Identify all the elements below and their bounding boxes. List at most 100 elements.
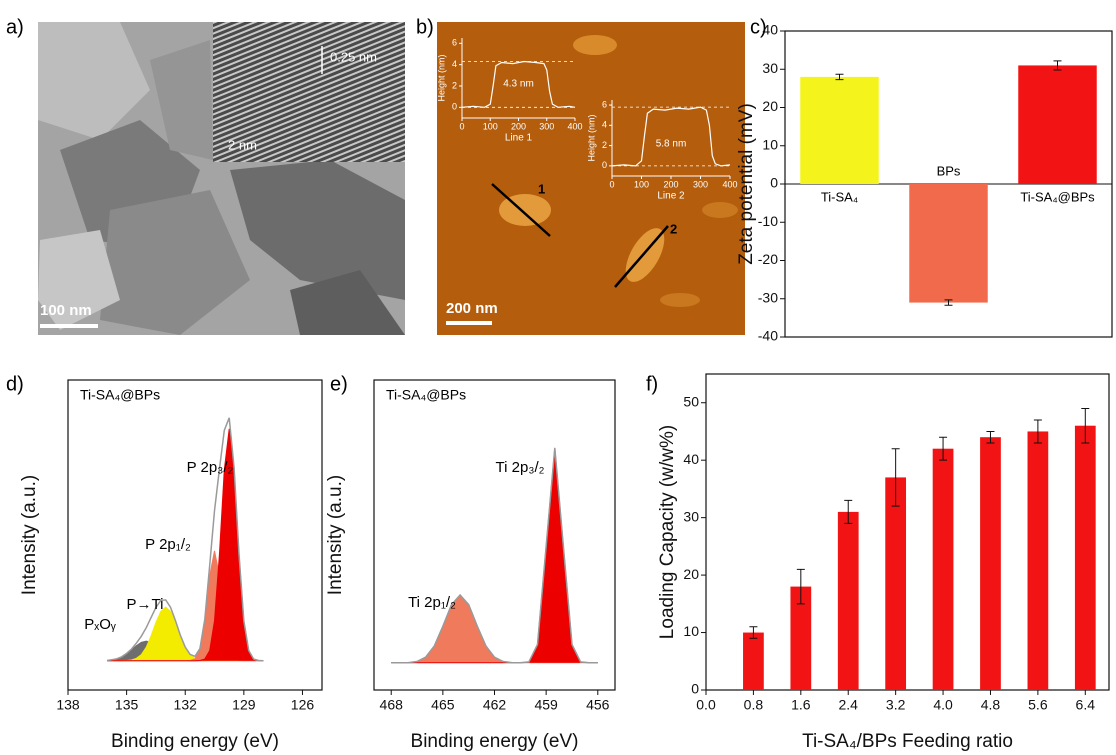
panel-label: c) — [750, 16, 767, 38]
bar — [885, 477, 907, 690]
bar — [790, 586, 812, 690]
x-tick-label: 200 — [663, 179, 678, 189]
height-profile — [611, 106, 731, 167]
x-tick-label: 135 — [115, 697, 139, 713]
x-tick-label: 456 — [586, 697, 610, 713]
line-label: 2 — [670, 221, 677, 236]
y-tick-label: -30 — [758, 289, 778, 305]
bar — [837, 511, 859, 690]
y-tick-label: 40 — [683, 451, 699, 467]
y-tick-label: 10 — [683, 623, 699, 639]
y-axis-label: Intensity (a.u.) — [19, 475, 40, 595]
height-profile — [461, 60, 576, 108]
y-axis-label: Height (nm) — [436, 54, 446, 101]
x-tick-label: 3.2 — [886, 697, 906, 713]
error-bar — [891, 448, 900, 507]
y-tick-label: 10 — [762, 136, 778, 152]
x-tick-label: 0.8 — [744, 697, 764, 713]
x-axis-label: Line 2 — [657, 191, 685, 202]
peak-label: PₓOᵧ — [84, 616, 116, 633]
x-tick-label: 1.6 — [791, 697, 811, 713]
y-tick-label: 0 — [770, 175, 778, 191]
panel-label: d) — [6, 373, 24, 395]
envelope-line — [106, 417, 264, 662]
inset-scale: 2 nm — [228, 137, 257, 152]
y-axis-label: Zeta potential (mV) — [736, 103, 757, 265]
error-bar — [1053, 60, 1062, 71]
error-bar — [835, 73, 844, 81]
x-axis-label: Binding energy (eV) — [111, 731, 279, 752]
lattice-spacing: 0.25 nm — [330, 49, 377, 64]
panel-label: a) — [6, 16, 24, 38]
y-tick-label: 2 — [602, 140, 607, 150]
y-axis-label: Intensity (a.u.) — [325, 475, 346, 595]
y-tick-label: 4 — [602, 120, 607, 130]
error-bar — [939, 436, 948, 461]
peak-label: Ti 2p₃/₂ — [496, 459, 545, 476]
x-tick-label: 129 — [232, 697, 256, 713]
bar — [1074, 425, 1096, 690]
x-tick-label: 300 — [693, 179, 708, 189]
profile-annotation: 5.8 nm — [656, 139, 687, 150]
peak-label: P→Ti — [127, 596, 164, 613]
x-tick-label: 465 — [431, 697, 455, 713]
chart-title: Ti-SA₄@BPs — [386, 387, 466, 403]
scale-bar-label: 200 nm — [446, 300, 498, 317]
x-tick-label: 100 — [483, 121, 498, 131]
x-tick-label: 0 — [459, 121, 464, 131]
peak-label: P 2p₁/₂ — [145, 536, 191, 553]
y-tick-label: -40 — [758, 328, 778, 344]
y-tick-label: -20 — [758, 251, 778, 267]
x-tick-label: 5.6 — [1028, 697, 1048, 713]
y-tick-label: 0 — [452, 102, 457, 112]
envelope-line — [391, 447, 598, 664]
line-label: 1 — [538, 181, 545, 196]
bar — [1018, 65, 1097, 184]
peak-area — [391, 447, 598, 664]
profile-annotation: 4.3 nm — [503, 79, 534, 90]
y-tick-label: 20 — [683, 566, 699, 582]
x-tick-label: 138 — [56, 697, 80, 713]
y-tick-label: 20 — [762, 98, 778, 114]
error-bar — [749, 626, 758, 639]
bar — [932, 448, 954, 690]
x-axis-label: Ti-SA₄/BPs Feeding ratio — [802, 731, 1013, 752]
x-tick-label: 300 — [539, 121, 554, 131]
y-tick-label: 4 — [452, 59, 457, 69]
plot-frame — [373, 379, 616, 691]
x-tick-label: 468 — [380, 697, 404, 713]
x-tick-label: 4.8 — [981, 697, 1001, 713]
category-label: Ti-SA₄@BPs — [1020, 189, 1095, 204]
plot-frame — [67, 379, 323, 691]
y-tick-label: 6 — [452, 38, 457, 48]
x-axis-label: Line 1 — [505, 133, 533, 144]
panel-label: b) — [416, 16, 434, 38]
y-tick-label: 30 — [762, 60, 778, 76]
x-axis-label: Binding energy (eV) — [411, 731, 579, 752]
bar — [743, 632, 764, 690]
afm-image — [437, 22, 745, 335]
bar — [909, 184, 988, 303]
error-bar — [1081, 407, 1090, 444]
peak-label: P 2p₃/₂ — [187, 459, 234, 476]
x-tick-label: 0.0 — [696, 697, 716, 713]
y-tick-label: 2 — [452, 80, 457, 90]
bar — [980, 437, 1001, 690]
x-tick-label: 0 — [609, 179, 614, 189]
category-label: Ti-SA₄ — [821, 189, 858, 204]
x-tick-label: 462 — [483, 697, 507, 713]
y-tick-label: 0 — [602, 160, 607, 170]
x-tick-label: 400 — [567, 121, 582, 131]
x-tick-label: 2.4 — [839, 697, 859, 713]
x-tick-label: 100 — [634, 179, 649, 189]
x-tick-label: 400 — [722, 179, 737, 189]
panel-label: f) — [646, 373, 658, 395]
y-axis-label: Loading Capacity (w/w%) — [657, 425, 678, 639]
tem-image — [38, 22, 405, 335]
error-bar — [986, 430, 995, 444]
y-tick-label: 30 — [683, 508, 699, 524]
x-tick-label: 132 — [174, 697, 198, 713]
chart-title: Ti-SA₄@BPs — [80, 387, 160, 403]
x-tick-label: 126 — [291, 697, 315, 713]
